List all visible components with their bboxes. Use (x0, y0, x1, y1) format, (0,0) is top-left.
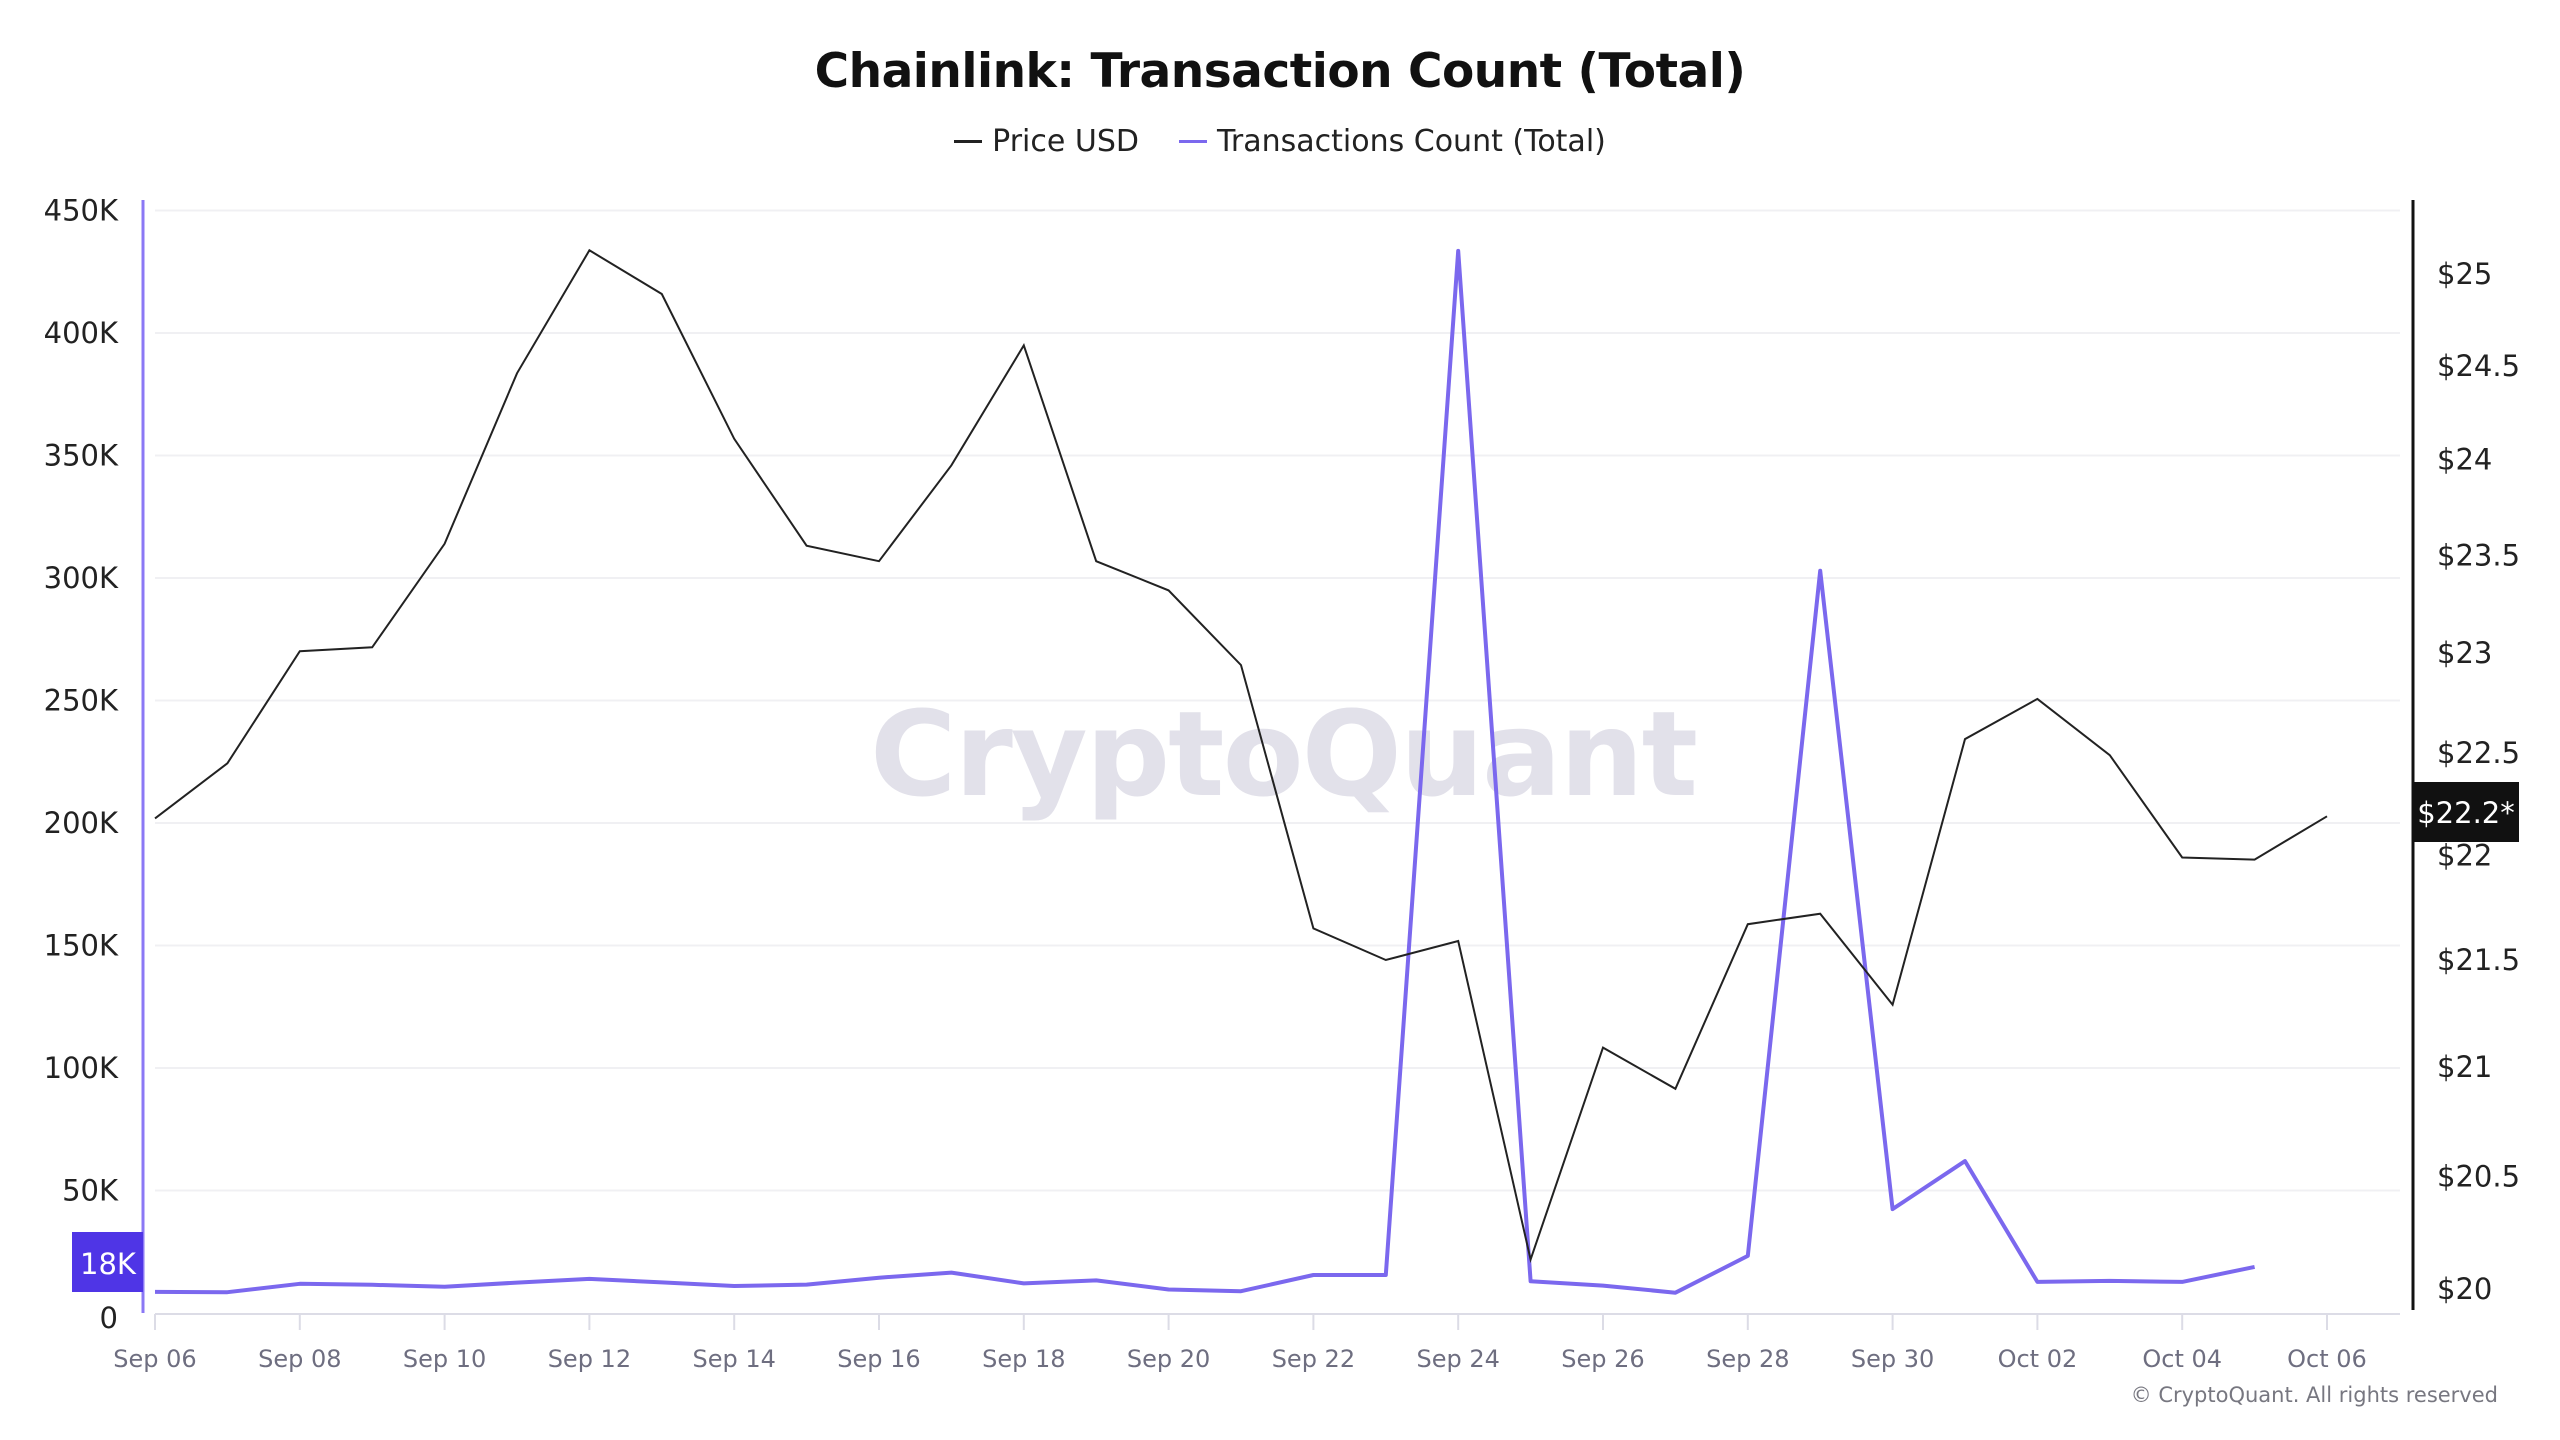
right-badge-label: $22.2* (2417, 796, 2515, 830)
legend-item-price-usd[interactable]: Price USD (954, 124, 1139, 159)
left-axis-current-value-badge: 18K (72, 1232, 143, 1292)
left-axis-tick-label: 300K (44, 561, 119, 595)
left-axis-tick-label: 250K (44, 684, 119, 718)
legend-item-transactions-count[interactable]: Transactions Count (Total) (1178, 124, 1606, 159)
chart-legend: Price USD Transactions Count (Total) (0, 124, 2560, 159)
x-axis-tick-label: Sep 10 (403, 1345, 486, 1373)
x-axis: Sep 06 Sep 08 Sep 10 Sep 12 Sep 14 Sep 16 Sep … (113, 1313, 2400, 1373)
right-axis: $20 $20.5 $21 $21.5 $22 $22.5 $23 $23.5 $24 $24.5… (2411, 200, 2520, 1310)
x-axis-tick-label: Sep 28 (1706, 1345, 1789, 1373)
right-axis-tick-label: $22.5 (2437, 736, 2520, 770)
x-axis-tick-label: Oct 06 (2287, 1345, 2367, 1373)
legend-label-price: Price USD (992, 124, 1139, 159)
gridlines (155, 209, 2400, 1192)
x-axis-tick-label: Sep 20 (1127, 1345, 1210, 1373)
legend-swatch-transactions-icon (1178, 140, 1207, 143)
chart-title: Chainlink: Transaction Count (Total) (814, 44, 1746, 99)
right-axis-current-value-badge: $22.2* (2413, 782, 2519, 842)
legend-label-transactions: Transactions Count (Total) (1216, 124, 1606, 159)
price-usd-line[interactable] (154, 248, 2328, 1264)
left-axis-tick-label: 200K (44, 806, 119, 840)
right-axis-tick-label: $20.5 (2437, 1160, 2520, 1194)
left-axis-tick-label: 0 (100, 1301, 118, 1335)
watermark-logo: CryptoQuant (870, 685, 1696, 823)
x-axis-tick-label: Oct 02 (1998, 1345, 2078, 1373)
right-axis-tick-label: $23 (2437, 636, 2492, 670)
x-axis-tick-label: Sep 24 (1416, 1345, 1499, 1373)
right-axis-tick-label: $25 (2437, 257, 2492, 291)
x-axis-tick-label: Sep 06 (113, 1345, 196, 1373)
right-axis-tick-label: $20 (2437, 1272, 2492, 1306)
left-axis-tick-label: 450K (44, 194, 119, 228)
left-axis-tick-label: 100K (44, 1051, 119, 1085)
right-axis-tick-label: $23.5 (2437, 538, 2520, 572)
right-axis-tick-label: $22 (2437, 838, 2492, 872)
right-axis-tick-label: $24 (2437, 443, 2492, 477)
right-axis-tick-label: $24.5 (2437, 349, 2520, 383)
left-axis-tick-label: 150K (44, 929, 119, 963)
right-axis-tick-label: $21 (2437, 1050, 2492, 1084)
left-axis-tick-label: 50K (62, 1174, 119, 1208)
left-axis: 0 50K 100K 150K 200K 250K 300K 350K 400K 450K (44, 194, 145, 1335)
x-axis-tick-label: Sep 30 (1851, 1345, 1934, 1373)
x-axis-tick-label: Sep 22 (1272, 1345, 1355, 1373)
left-axis-tick-label: 400K (44, 316, 119, 350)
x-axis-tick-label: Sep 18 (982, 1345, 1065, 1373)
x-axis-tick-label: Sep 08 (258, 1345, 341, 1373)
x-axis-tick-label: Sep 16 (837, 1345, 920, 1373)
x-axis-tick-label: Oct 04 (2142, 1345, 2222, 1373)
x-axis-tick-label: Sep 12 (548, 1345, 631, 1373)
right-axis-tick-label: $21.5 (2437, 943, 2520, 977)
left-badge-label: 18K (80, 1247, 137, 1281)
legend-swatch-price-icon (954, 140, 983, 143)
x-axis-tick-label: Sep 14 (692, 1345, 775, 1373)
transactions-count-line[interactable] (154, 248, 2256, 1295)
copyright-notice: © CryptoQuant. All rights reserved (2130, 1383, 2498, 1407)
left-axis-tick-label: 350K (44, 439, 119, 473)
x-axis-tick-label: Sep 26 (1561, 1345, 1644, 1373)
